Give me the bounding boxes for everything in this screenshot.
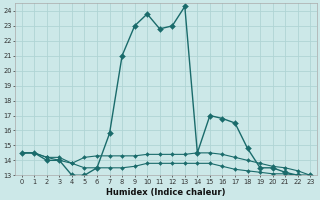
X-axis label: Humidex (Indice chaleur): Humidex (Indice chaleur) — [106, 188, 226, 197]
